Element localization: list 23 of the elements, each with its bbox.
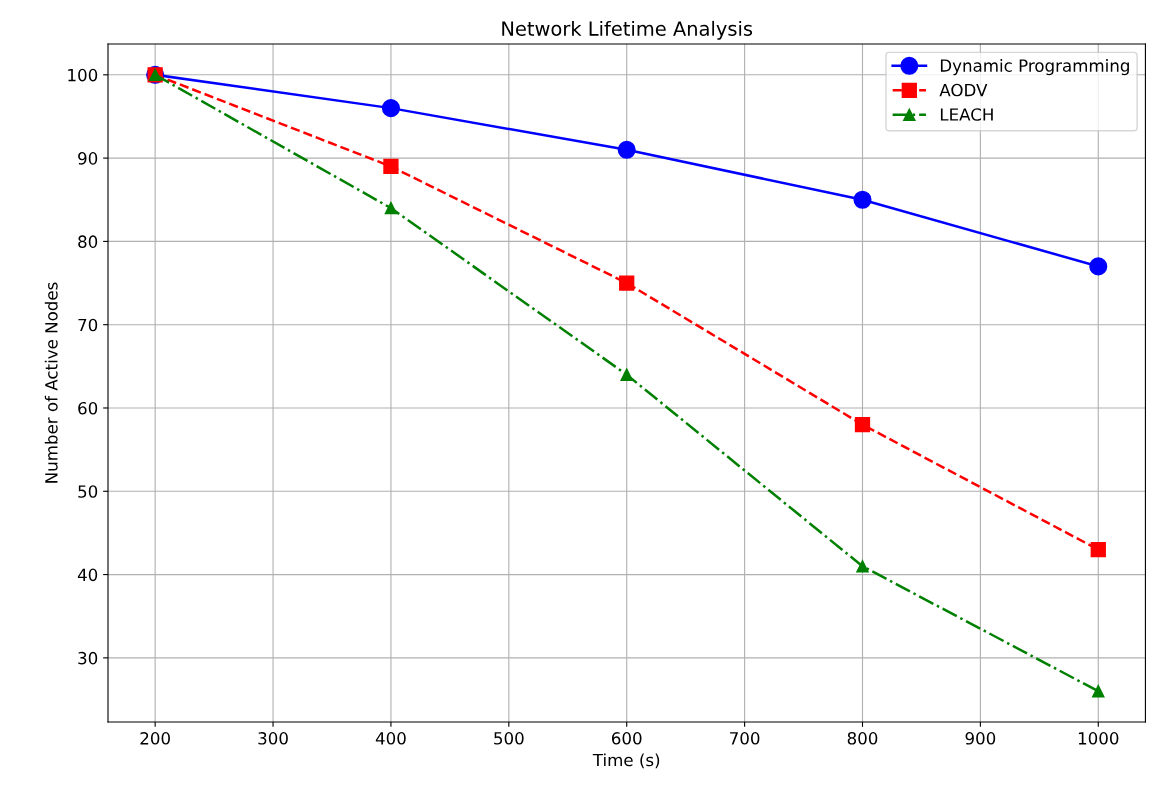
x-tick-label: 900 xyxy=(965,732,996,745)
legend-label: Dynamic Programming xyxy=(940,59,1129,76)
x-tick-label: 200 xyxy=(140,732,170,745)
x-tick-label: 700 xyxy=(730,732,760,745)
y-tick-label: 40 xyxy=(77,568,98,582)
x-tick-label: 400 xyxy=(375,732,406,745)
y-tick-label: 100 xyxy=(68,68,98,82)
x-tick-label: 1000 xyxy=(1078,732,1119,745)
y-tick-label: 80 xyxy=(78,235,98,248)
y-tick-label: 90 xyxy=(78,152,98,165)
x-tick-label: 300 xyxy=(258,732,288,745)
y-tick-label: 60 xyxy=(78,401,98,415)
legend-label: AODV xyxy=(939,83,988,97)
x-tick-label: 500 xyxy=(494,732,524,745)
legend-label: LEACH xyxy=(940,108,993,121)
y-tick-label: 70 xyxy=(78,318,98,332)
y-tick-label: 30 xyxy=(78,651,98,665)
chart-title: Network Lifetime Analysis xyxy=(502,20,753,40)
x-axis-title: Time (s) xyxy=(592,753,660,769)
x-tick-label: 600 xyxy=(611,732,642,745)
y-axis-title: Number of Active Nodes xyxy=(44,282,58,483)
x-tick-label: 800 xyxy=(847,732,878,745)
y-tick-label: 50 xyxy=(78,485,98,498)
